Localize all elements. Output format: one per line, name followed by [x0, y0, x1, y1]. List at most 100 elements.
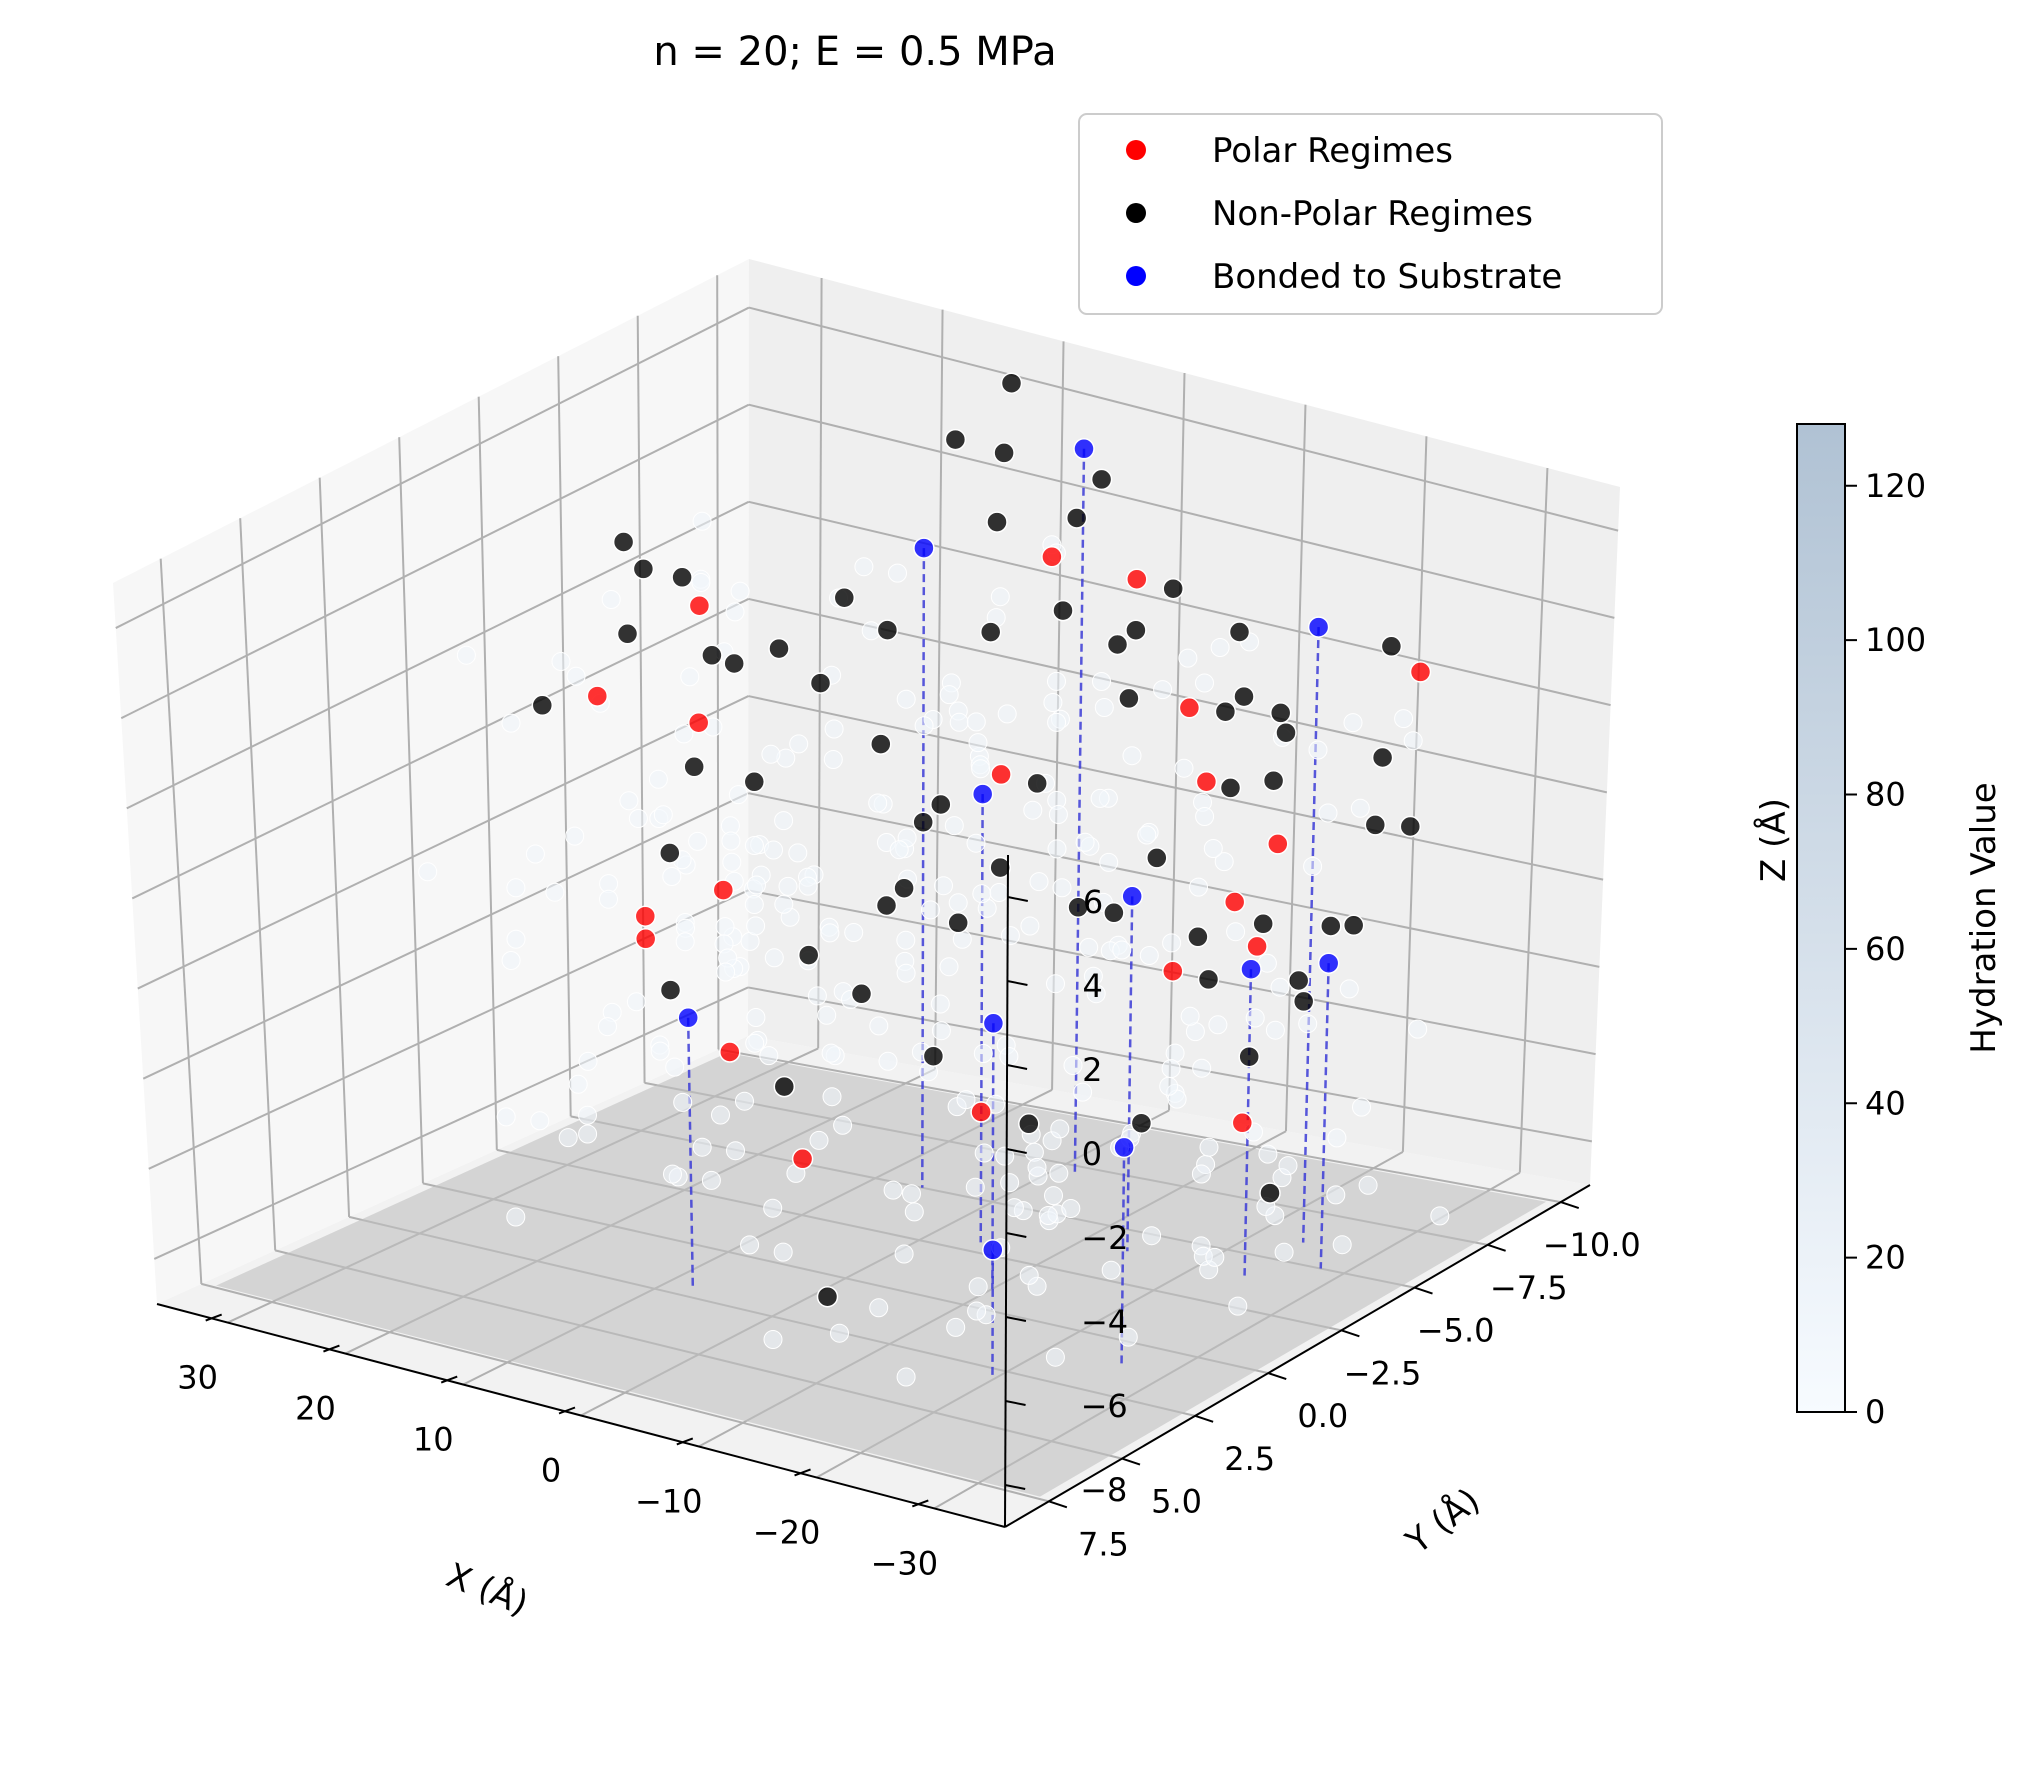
hydration-point [1073, 1082, 1093, 1102]
point-series-2 [982, 1012, 1005, 1035]
back-pane [748, 259, 1620, 1185]
point-series-1 [1065, 507, 1088, 529]
point-series-0 [1195, 770, 1218, 793]
z-grid-back [748, 500, 1611, 707]
x-grid-back [1518, 467, 1549, 1173]
hydration-point [763, 1198, 783, 1218]
hydration-point [568, 1074, 588, 1094]
hydration-point [1045, 1347, 1065, 1367]
hydration-point [788, 843, 808, 863]
point-series-0 [719, 1041, 741, 1063]
hydration-point [972, 884, 992, 904]
hydration-point [1430, 1206, 1450, 1226]
y-tick-mark [1048, 1500, 1068, 1509]
hydration-point [823, 750, 843, 769]
hydration-point [868, 793, 888, 813]
z-tick-label: −4 [1081, 1303, 1128, 1341]
legend-marker-nonpolar [1126, 203, 1146, 223]
hydration-point [1079, 937, 1099, 957]
hydration-point [1000, 1173, 1020, 1193]
hydration-point [578, 1124, 598, 1144]
colorbar-tick-label: 40 [1865, 1084, 1906, 1122]
point-series-1 [659, 979, 682, 1001]
point-series-1 [986, 511, 1008, 533]
z-tick-mark [1005, 1316, 1027, 1322]
hydration-point [691, 573, 711, 592]
hydration-point [956, 1090, 976, 1110]
point-series-1 [1342, 914, 1365, 937]
point-series-1 [773, 1075, 796, 1098]
hydration-point [1205, 1247, 1225, 1267]
point-series-1 [1125, 619, 1147, 641]
hydration-point [968, 733, 988, 753]
point-series-0 [634, 905, 657, 927]
z-grid-back [748, 695, 1604, 881]
hydration-point [598, 1017, 617, 1037]
hydration-point [1043, 693, 1063, 712]
hydration-point [967, 1301, 987, 1321]
point-series-1 [1259, 1182, 1281, 1204]
bond-line [1120, 1147, 1126, 1364]
x-tick-label: −30 [871, 1544, 939, 1582]
z-tick-label: −8 [1080, 1471, 1127, 1509]
point-series-0 [712, 879, 735, 901]
y-tick-mark [1121, 1457, 1141, 1466]
hydration-point [888, 563, 907, 583]
point-series-1 [1371, 746, 1394, 769]
point-series-1 [850, 983, 873, 1005]
bond-line [1126, 896, 1134, 1252]
x-grid-back [817, 277, 823, 1049]
point-series-0 [1126, 568, 1148, 590]
point-series-1 [531, 694, 554, 717]
colorbar: 0 20 40 60 80 100 120 Hydration Value [1796, 423, 2004, 1431]
x-tick-label: 0 [541, 1452, 561, 1490]
hydration-point [1038, 1206, 1058, 1225]
legend: Polar Regimes Non-Polar Regimes Bonded t… [1078, 113, 1663, 315]
hydration-point [1180, 1006, 1200, 1026]
hydration-point [1083, 966, 1103, 986]
hydration-point [1394, 709, 1414, 729]
legend-marker-polar [1126, 140, 1146, 160]
hydration-point [894, 1244, 914, 1264]
hydration-point [1214, 852, 1234, 872]
point-series-1 [1228, 621, 1251, 643]
hydration-point [1326, 1185, 1346, 1205]
hydration-point [530, 1111, 550, 1131]
x-tick-label: 30 [177, 1359, 218, 1397]
point-series-1 [743, 771, 766, 793]
x-tick-mark [558, 1406, 576, 1415]
hydration-point [764, 948, 784, 968]
x-grid-back [1284, 404, 1307, 1132]
hydration-point [506, 878, 526, 898]
point-series-1 [1130, 1112, 1153, 1134]
z-grid-left [137, 695, 749, 990]
colorbar-tick-label: 120 [1865, 467, 1926, 505]
x-grid-back [934, 309, 944, 1070]
z-grid-left [153, 986, 749, 1260]
hydration-point [1265, 1020, 1285, 1040]
hydration-point [1332, 1235, 1352, 1255]
hydration-point [990, 587, 1010, 607]
y-axis-label: Y (Å) [1397, 1480, 1487, 1563]
hydration-point [680, 667, 700, 687]
hydration-point [725, 602, 745, 622]
hydration-point [715, 917, 735, 937]
x-tick-label: 20 [295, 1390, 336, 1428]
hydration-point [1153, 680, 1173, 700]
hydration-point [1226, 922, 1246, 942]
hydration-point [506, 929, 526, 949]
colorbar-ticks: 0 20 40 60 80 100 120 [1845, 467, 1926, 1431]
z-tick-mark [1007, 980, 1028, 986]
y-tick-label: −5.0 [1417, 1312, 1495, 1350]
point-series-0 [990, 763, 1012, 786]
hydration-point [821, 1043, 841, 1063]
hydration-point [1101, 1260, 1121, 1280]
x-tick-mark [794, 1468, 811, 1477]
point-series-1 [1252, 913, 1274, 935]
point-series-1 [1018, 1113, 1040, 1135]
hydration-point [1023, 800, 1043, 820]
y-tick-mark [1414, 1286, 1433, 1295]
point-series-1 [876, 619, 899, 641]
hydration-point [817, 1005, 837, 1025]
hydration-point [619, 791, 639, 811]
